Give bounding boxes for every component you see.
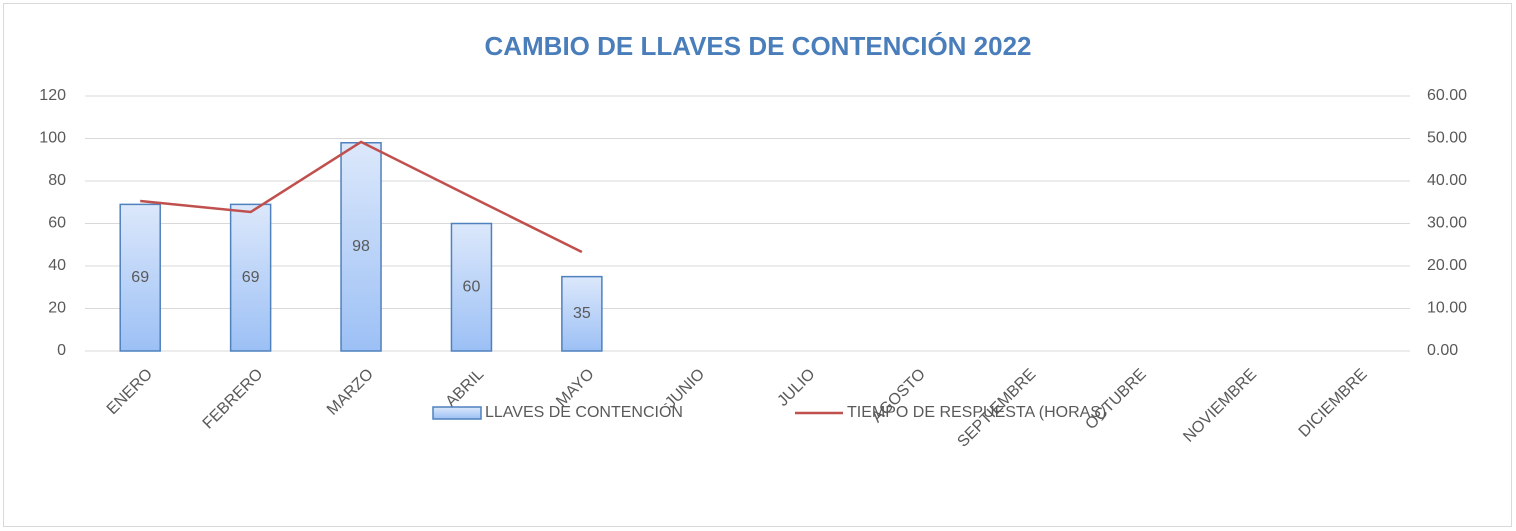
data-label: 35 [573,305,591,322]
y-tick-label: 0 [57,342,66,359]
data-label: 60 [463,278,481,295]
bar [229,203,272,352]
y2-tick-label: 20.00 [1427,257,1467,274]
legend-label: LLAVES DE CONTENCIÓN [485,402,683,421]
y-tick-label: 60 [48,215,66,232]
y-tick-label: 80 [48,172,66,189]
y-tick-label: 100 [39,130,66,147]
y2-tick-label: 50.00 [1427,130,1467,147]
legend-swatch [432,406,482,420]
y-tick-label: 40 [48,257,66,274]
chart-frame [3,3,1512,527]
y2-tick-label: 0.00 [1427,342,1458,359]
bar [340,142,382,352]
legend-label: TIEMPO DE RESPUESTA (HORAS) [847,404,1106,421]
data-label: 98 [352,238,370,255]
y2-tick-label: 30.00 [1427,215,1467,232]
y2-tick-label: 60.00 [1427,87,1467,104]
bar [450,222,493,352]
y2-tick-label: 40.00 [1427,172,1467,189]
data-label: 69 [242,269,260,286]
y2-tick-label: 10.00 [1427,300,1467,317]
bar [561,275,603,352]
bar [119,203,161,352]
chart-title: CAMBIO DE LLAVES DE CONTENCIÓN 2022 [484,31,1031,61]
y-tick-label: 20 [48,300,66,317]
line [140,140,583,254]
y-tick-label: 120 [39,87,66,104]
data-label: 69 [131,269,149,286]
